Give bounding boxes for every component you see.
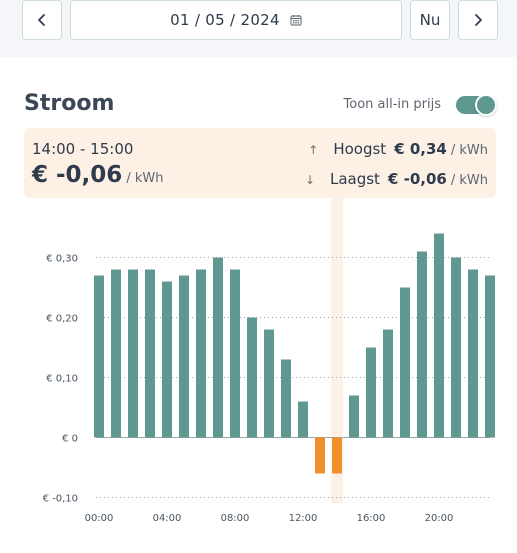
x-tick-label: 12:00 [289, 513, 318, 524]
price-bar [434, 233, 444, 438]
highest-price-row: ↑ Hoogst € 0,34 / kWh [307, 140, 488, 158]
price-bar [196, 269, 206, 438]
x-tick-label: 20:00 [425, 513, 454, 524]
price-bar [145, 269, 155, 438]
date-picker-field[interactable]: 01 / 05 / 2024 [70, 0, 402, 40]
price-bar [128, 269, 138, 438]
price-bar [230, 269, 240, 438]
x-tick-label: 16:00 [357, 513, 386, 524]
arrow-up-icon: ↑ [308, 143, 319, 157]
price-bar [451, 257, 461, 438]
price-bar [213, 257, 223, 438]
selected-time-range: 14:00 - 15:00 [32, 140, 134, 158]
y-tick-label: € 0,20 [46, 314, 78, 325]
chevron-right-icon [475, 14, 482, 26]
current-price: € -0,06/ kWh [32, 162, 163, 188]
price-bar [366, 347, 376, 438]
price-bar [298, 401, 308, 438]
highest-value: € 0,34 [394, 140, 447, 158]
highest-label: Hoogst [333, 140, 387, 158]
top-bar: 01 / 05 / 2024 Nu [0, 0, 517, 57]
current-price-value: € -0,06 [32, 162, 123, 188]
previous-day-button[interactable] [22, 0, 62, 40]
toggle-knob [475, 94, 497, 116]
section-title: Stroom [24, 91, 115, 116]
price-bar [315, 437, 325, 474]
date-value: 01 / 05 / 2024 [170, 11, 280, 29]
arrow-down-icon: ↓ [304, 173, 316, 187]
current-price-unit: / kWh [126, 171, 164, 186]
y-tick-label: € 0,10 [46, 374, 78, 385]
price-bar [94, 275, 104, 438]
lowest-unit: / kWh [450, 173, 488, 188]
lowest-value: € -0,06 [387, 170, 447, 188]
price-bar [281, 359, 291, 438]
price-bar-chart[interactable]: € 0,30 € 0,20 € 0,10 € 0 € -0,10 00:00 04:00 08… [0, 198, 517, 553]
price-bar [264, 329, 274, 438]
price-bar [247, 317, 257, 438]
y-tick-label: € 0 [62, 434, 78, 445]
y-tick-label: € 0,30 [46, 254, 78, 265]
chevron-left-icon [38, 14, 45, 26]
price-bar [400, 287, 410, 438]
all-in-price-toggle-label: Toon all-in prijs [343, 97, 441, 112]
x-tick-label: 00:00 [85, 513, 114, 524]
highest-unit: / kWh [450, 143, 488, 158]
price-bar [162, 281, 172, 438]
x-tick-label: 04:00 [153, 513, 182, 524]
price-bar [383, 329, 393, 438]
price-bar [349, 395, 359, 438]
price-bar [468, 269, 478, 438]
price-bar [179, 275, 189, 438]
y-tick-label: € -0,10 [43, 494, 78, 505]
selected-hour-highlight [331, 198, 343, 503]
price-info-card: 14:00 - 15:00 € -0,06/ kWh ↑ Hoogst € 0,… [24, 128, 496, 198]
next-day-button[interactable] [458, 0, 498, 40]
today-button[interactable]: Nu [410, 0, 450, 40]
all-in-price-toggle[interactable] [456, 94, 497, 116]
lowest-label: Laagst [329, 170, 380, 188]
price-bar [111, 269, 121, 438]
x-tick-label: 08:00 [221, 513, 250, 524]
calendar-icon [290, 15, 302, 26]
price-bar [417, 251, 427, 438]
lowest-price-row: ↓ Laagst € -0,06 / kWh [304, 170, 488, 188]
price-bar [485, 275, 495, 438]
price-bar [332, 437, 342, 474]
